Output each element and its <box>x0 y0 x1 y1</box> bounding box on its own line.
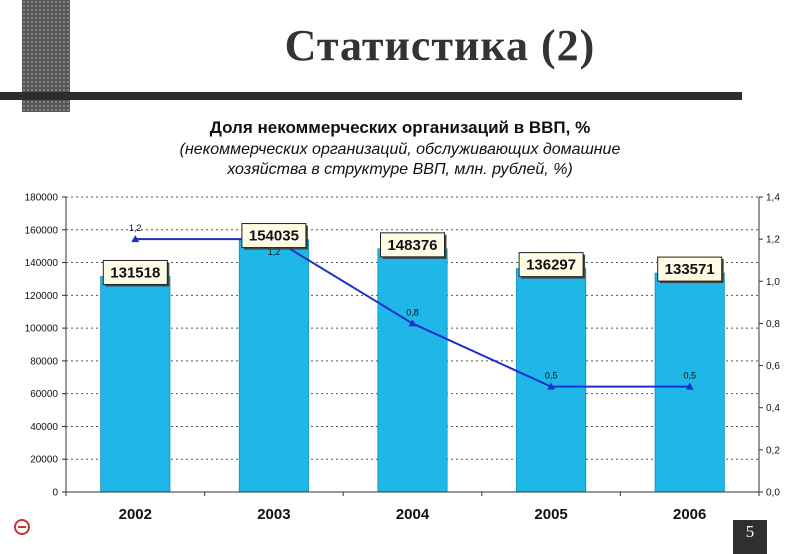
y-left-tick-label: 100000 <box>25 324 59 335</box>
line-point <box>131 235 140 243</box>
chart-subtitle-line: (некоммерческих организаций, обслуживающ… <box>179 141 621 158</box>
x-category-label: 2003 <box>257 506 290 523</box>
bar-label-box <box>657 256 723 282</box>
bar <box>377 248 448 493</box>
chart-title: Доля некоммерческих организаций в ВВП, % <box>209 118 591 137</box>
bar-value-label: 136297 <box>526 257 576 274</box>
bar <box>238 239 309 493</box>
y-left-tick-label: 160000 <box>25 225 59 236</box>
data-labels: 131518 154035 148376 136297 133571 <box>102 223 724 287</box>
bar-value-label: 131518 <box>110 264 160 281</box>
bar-value-label: 154035 <box>249 228 299 245</box>
y-right-tick-label: 1,0 <box>766 277 780 288</box>
title-divider <box>0 92 742 100</box>
bar-value-label: 148376 <box>387 237 437 254</box>
line-point <box>408 319 417 327</box>
x-category-label: 2006 <box>673 506 706 523</box>
x-category-label: 2004 <box>396 506 430 523</box>
logo-icon <box>14 519 30 535</box>
line-value-label: 1,2 <box>129 223 142 233</box>
line-value-label: 0,5 <box>545 371 558 381</box>
chart-subtitle-line: хозяйства в структуре ВВП, млн. рублей, … <box>227 161 573 178</box>
chart-subtitle: (некоммерческих организаций, обслуживающ… <box>100 140 700 180</box>
bar-label-box <box>380 232 445 258</box>
bars <box>100 239 725 493</box>
line-point <box>685 382 694 390</box>
y-left-tick-label: 40000 <box>30 422 58 433</box>
y-left-tick-label: 0 <box>52 488 58 499</box>
y-left-tick-label: 140000 <box>25 258 59 269</box>
y-right-tick-label: 0,0 <box>766 488 780 499</box>
line-value-label: 0,8 <box>406 307 419 317</box>
y-right-tick-label: 1,4 <box>766 193 780 204</box>
y-right-tick-label: 0,8 <box>766 319 780 330</box>
y-right-tick-label: 0,2 <box>766 445 780 456</box>
bar <box>100 276 171 493</box>
page-number: 5 <box>745 522 755 541</box>
y-right-tick-label: 1,2 <box>766 235 780 246</box>
x-category-label: 2005 <box>534 506 567 523</box>
line-value-label: 0,5 <box>683 371 696 381</box>
y-left-tick-label: 80000 <box>30 356 58 367</box>
line-value-label: 1,2 <box>268 247 281 257</box>
slide-title: Статистика (2) <box>284 21 596 70</box>
bar-value-label: 133571 <box>665 261 715 278</box>
y-left-tick-label: 60000 <box>30 389 58 400</box>
bar-label-box <box>241 223 307 249</box>
y-right-tick-label: 0,6 <box>766 361 780 372</box>
line-series: 1,2 1,2 0,8 0,5 0,5 <box>129 223 696 390</box>
bar-label-box <box>518 252 584 278</box>
x-category-label: 2002 <box>119 506 152 523</box>
line-point <box>547 382 556 390</box>
axes: 0 20000 40000 60000 80000 100000 120000 140000 1… <box>25 193 781 524</box>
bar-label-box <box>102 259 168 285</box>
page-number-box <box>733 520 767 554</box>
bar <box>654 272 725 493</box>
y-right-tick-label: 0,4 <box>766 403 780 414</box>
y-left-tick-label: 180000 <box>25 193 59 204</box>
y-left-tick-label: 120000 <box>25 291 59 302</box>
y-left-tick-label: 20000 <box>30 455 58 466</box>
